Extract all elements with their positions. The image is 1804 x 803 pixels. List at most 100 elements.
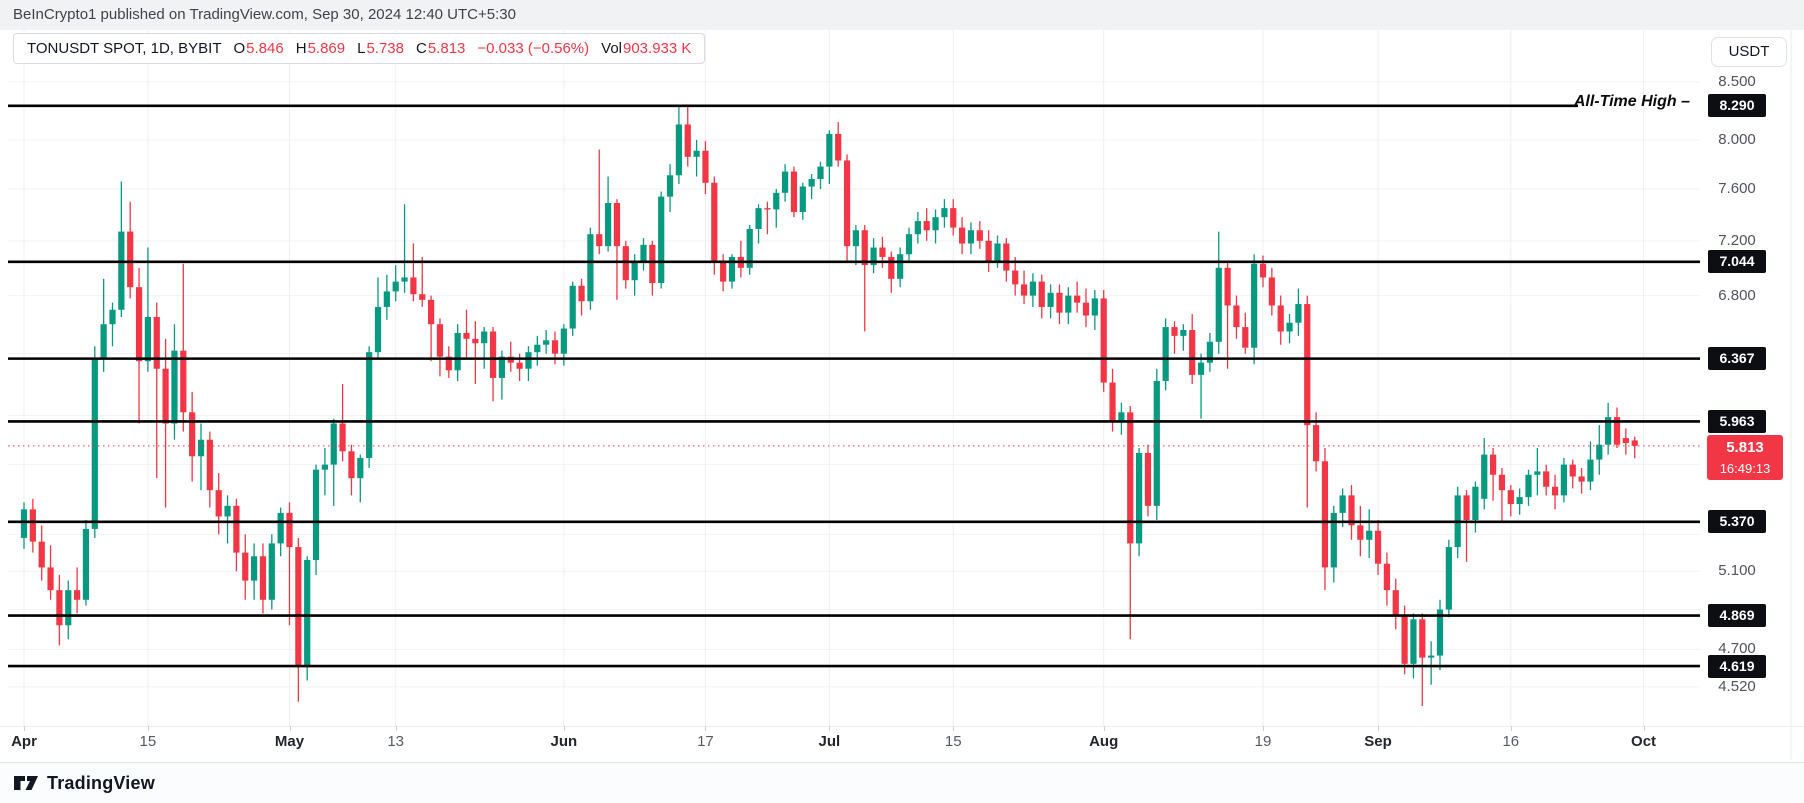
candle-body xyxy=(905,234,913,255)
candle xyxy=(392,265,399,302)
candle xyxy=(330,418,337,506)
candle-body xyxy=(649,244,656,283)
time-axis-label: 17 xyxy=(697,733,714,750)
candle-body xyxy=(560,328,567,354)
candle-body xyxy=(1259,263,1267,278)
candle-body xyxy=(1197,362,1205,375)
candle xyxy=(481,327,488,369)
candle-body xyxy=(1596,444,1603,460)
candle-body xyxy=(65,590,72,626)
candle xyxy=(1543,464,1550,496)
candle xyxy=(1613,407,1621,448)
candle xyxy=(454,324,461,381)
candle-body xyxy=(693,150,700,157)
candle xyxy=(1029,273,1036,307)
candle-body xyxy=(702,150,709,183)
candle xyxy=(1551,474,1559,510)
candle-body xyxy=(1003,243,1010,271)
candle xyxy=(569,281,576,336)
candle xyxy=(1020,270,1028,305)
candle-body xyxy=(1012,270,1019,285)
candle xyxy=(1507,485,1514,517)
candle-body xyxy=(463,332,470,339)
candle-body xyxy=(1091,298,1098,316)
candle xyxy=(65,580,72,640)
candle xyxy=(649,240,656,296)
candle xyxy=(1206,332,1213,372)
candle-body xyxy=(728,256,736,282)
candle-body xyxy=(1286,322,1293,332)
candle xyxy=(543,330,550,354)
candle-body xyxy=(1038,281,1045,307)
candle xyxy=(1516,488,1523,515)
candle xyxy=(436,318,444,377)
candle xyxy=(1534,447,1541,496)
candle-body xyxy=(498,356,505,378)
candle xyxy=(1153,368,1160,520)
candle xyxy=(1171,321,1178,354)
candle-body xyxy=(1481,454,1488,499)
candle-body xyxy=(410,277,417,295)
candle xyxy=(1233,295,1240,339)
candle xyxy=(737,240,744,278)
candle xyxy=(224,495,231,544)
candle-body xyxy=(950,208,957,228)
candle xyxy=(1144,444,1152,517)
time-axis-tick xyxy=(147,726,149,731)
candle-body xyxy=(1109,382,1116,421)
price-level-badge: 5.370 xyxy=(1708,510,1766,534)
candle xyxy=(587,227,594,310)
tradingview-brand-text[interactable]: TradingView xyxy=(47,772,155,793)
candle xyxy=(1065,287,1072,325)
candle xyxy=(109,302,116,347)
currency-toggle-button[interactable]: USDT xyxy=(1711,37,1787,67)
candle-body xyxy=(1374,530,1382,564)
publish-header-text: BeInCrypto1 published on TradingView.com… xyxy=(13,6,516,23)
candle xyxy=(1401,605,1408,675)
candle xyxy=(383,274,390,320)
price-tick-label: 4.700 xyxy=(1718,640,1756,658)
candle xyxy=(1056,284,1063,325)
candle xyxy=(1560,457,1567,503)
candle xyxy=(1268,267,1275,316)
symbol-description[interactable]: TONUSDT SPOT, 1D, BYBIT xyxy=(27,40,222,57)
candle-body xyxy=(47,567,54,591)
candle-body xyxy=(1525,474,1532,498)
price-tick-label: 8.500 xyxy=(1718,72,1756,90)
candle-body xyxy=(189,412,196,457)
candle xyxy=(1100,289,1107,392)
candle xyxy=(684,105,691,167)
candle xyxy=(1295,288,1302,336)
candle-body xyxy=(666,175,674,197)
candle-body xyxy=(1189,330,1196,375)
candle-body xyxy=(790,171,798,212)
candle-body xyxy=(118,231,125,310)
candle-body xyxy=(312,469,320,560)
candle xyxy=(374,277,382,360)
time-axis-label: Jun xyxy=(550,733,578,750)
candle-body xyxy=(808,179,815,187)
candle-body xyxy=(888,256,895,279)
candle-body xyxy=(1074,295,1081,303)
candle xyxy=(658,191,665,289)
candle-body xyxy=(1445,547,1452,610)
candle-body xyxy=(304,559,311,666)
candle-body xyxy=(746,228,753,268)
candle-body xyxy=(91,358,98,529)
candle-body xyxy=(525,352,532,369)
candle xyxy=(127,201,134,299)
candle xyxy=(242,534,249,600)
candle xyxy=(941,199,948,228)
footer-bar: TradingView xyxy=(0,762,1804,803)
candle-body xyxy=(799,186,806,212)
candle-body xyxy=(1383,563,1390,591)
candle-body xyxy=(357,457,364,479)
candle xyxy=(1251,254,1258,365)
candle xyxy=(1003,238,1010,282)
time-axis-tick xyxy=(1103,726,1105,731)
time-axis-label: 15 xyxy=(139,733,157,750)
tradingview-logo-icon[interactable] xyxy=(13,772,39,794)
candle xyxy=(790,166,798,218)
